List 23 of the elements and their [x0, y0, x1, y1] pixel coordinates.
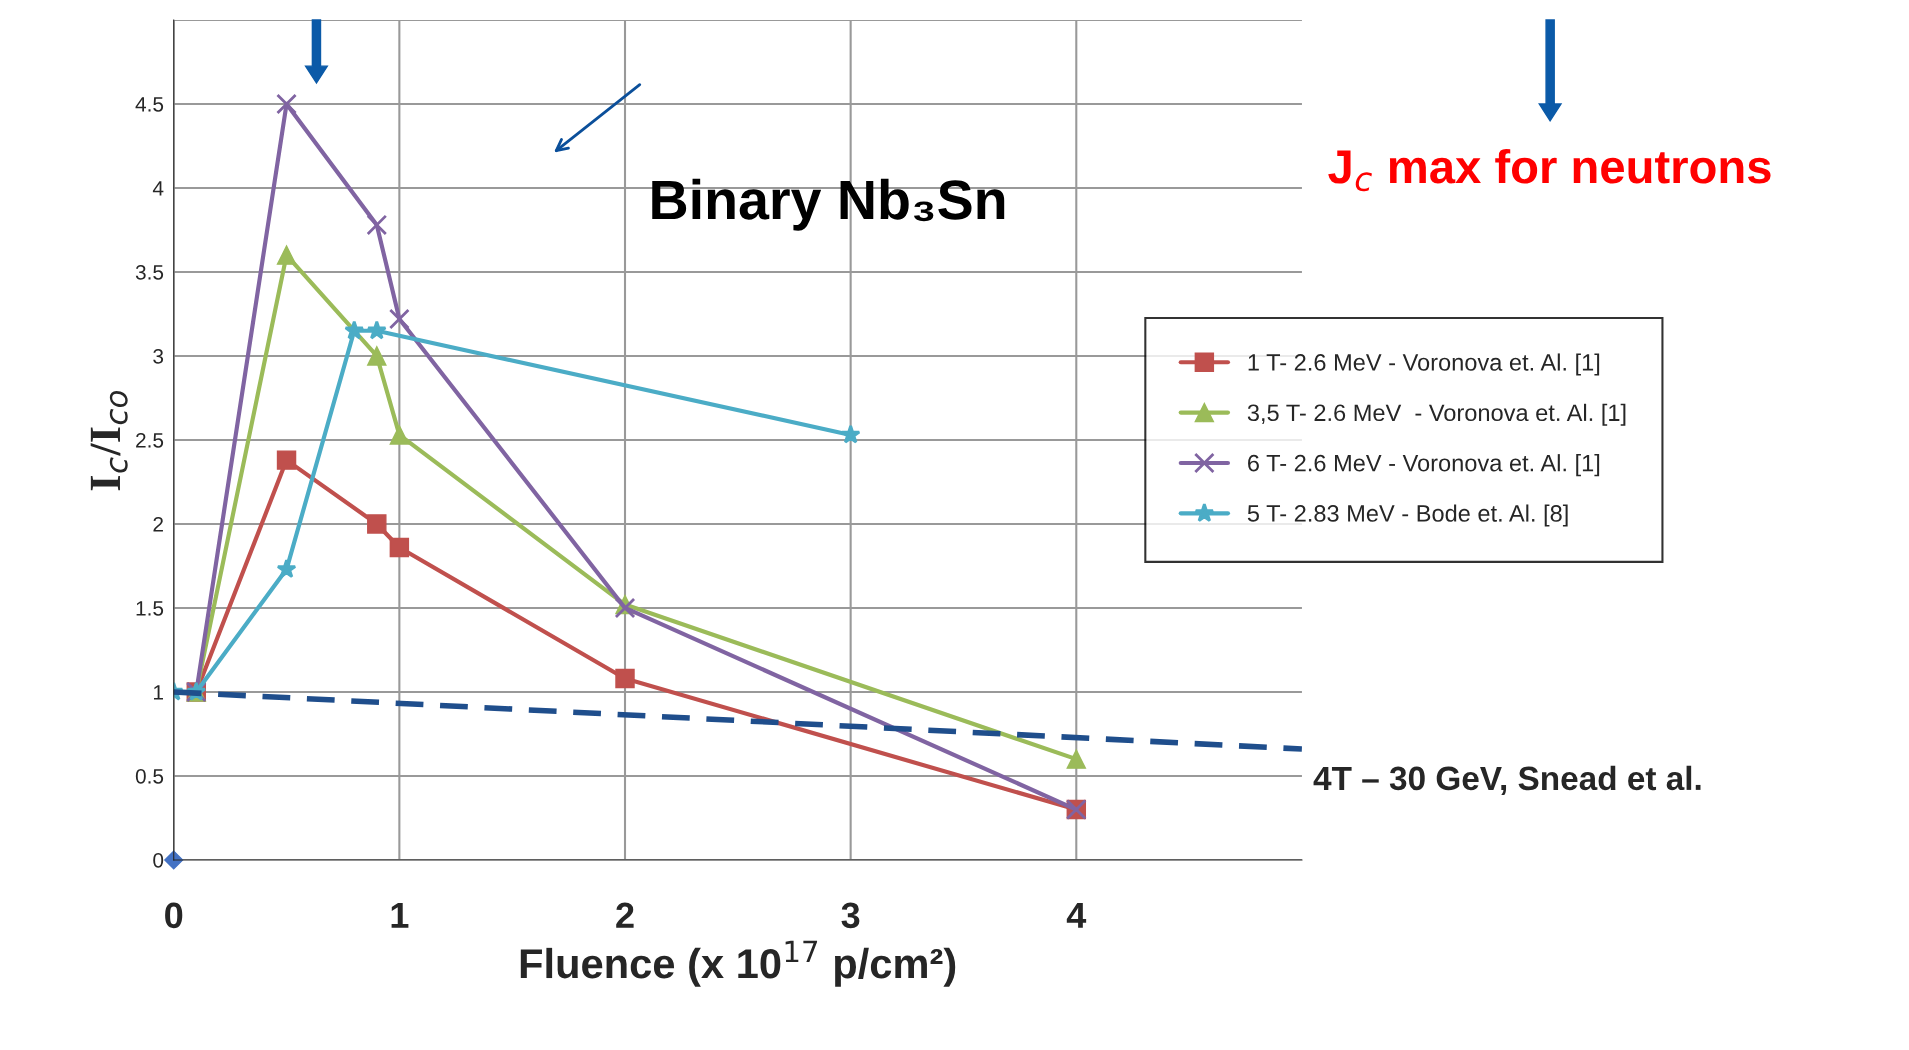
- y-tick-label: 2.5: [136, 432, 164, 448]
- y-tick-label: 0: [153, 852, 164, 868]
- legend-label: 3,5 T- 2.6 MeV - Voronova et. Al. [1]: [1247, 403, 1626, 426]
- x-tick-label: 1: [391, 902, 409, 928]
- x-tick-label: 3: [841, 902, 860, 929]
- legend-label: 1 T- 2.6 MeV - Voronova et. Al. [1]: [1248, 353, 1600, 376]
- legend-label: 6 T- 2.6 MeV - Voronova et. Al. [1]: [1248, 454, 1600, 477]
- legend-label: 5 T- 2.83 MeV - Bode et. Al. [8]: [1247, 504, 1568, 527]
- y-axis-title: I$_{c}$/I$_{co}$: [90, 390, 128, 491]
- y-tick-label: 4: [152, 181, 164, 196]
- series-label: 4T – 30 GeV, Snead et al.: [1313, 765, 1701, 796]
- x-axis-title: Fluence (x 10$^{17}$ p/cm²): [520, 940, 956, 987]
- y-tick-label: 0.5: [135, 768, 164, 784]
- annotation: Binary Nb₃Sn: [652, 178, 1005, 231]
- x-tick-label: 2: [616, 902, 634, 928]
- y-tick-label: 3: [153, 348, 164, 364]
- y-tick-label: 4.5: [135, 97, 164, 112]
- y-tick-label: 3.5: [135, 264, 164, 280]
- y-tick-label: 1: [154, 685, 163, 700]
- y-tick-label: 2: [153, 516, 163, 532]
- text: J$_{c}$ max for neutrons: [1328, 148, 1771, 192]
- y-tick-label: 1.5: [136, 601, 164, 616]
- x-tick-label: 4: [1066, 902, 1087, 928]
